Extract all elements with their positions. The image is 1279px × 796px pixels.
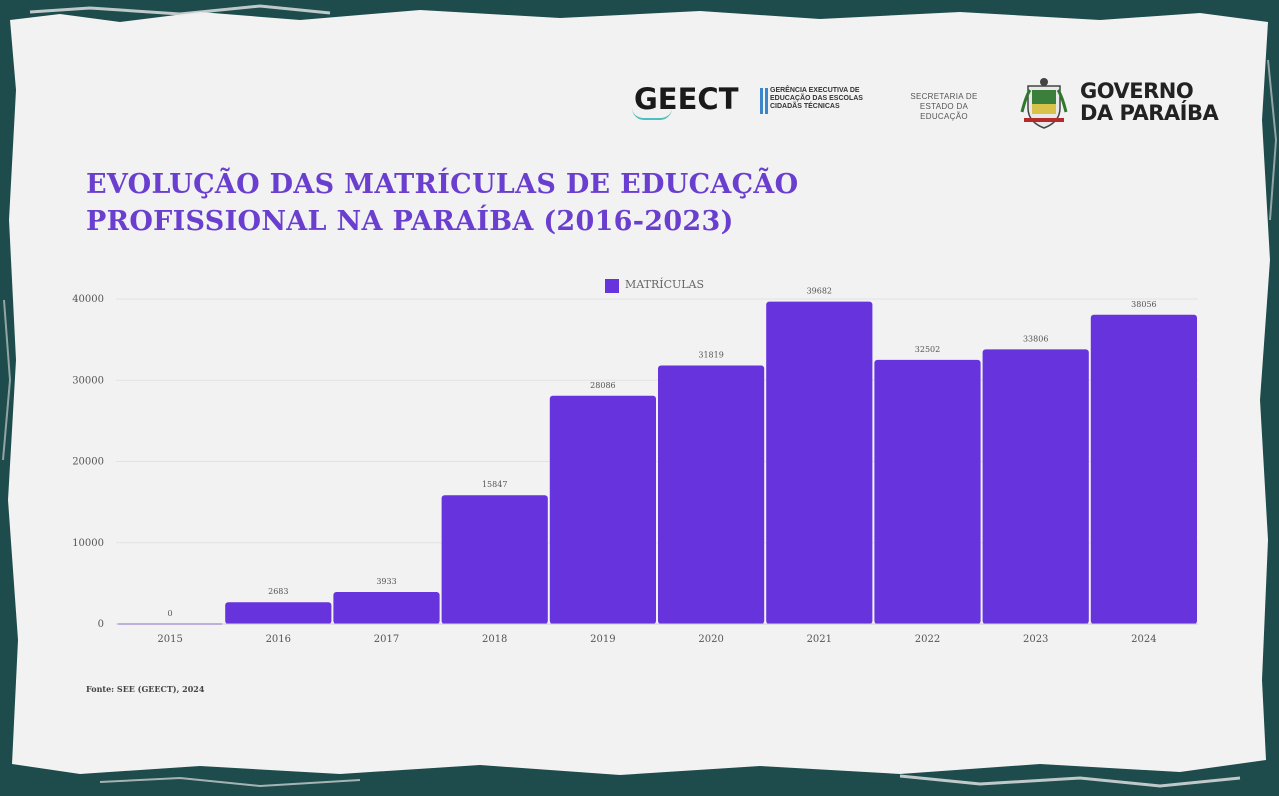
source-note: Fonte: SEE (GEECT), 2024	[86, 684, 205, 694]
legend-swatch	[605, 279, 619, 293]
data-label: 31819	[698, 350, 723, 359]
geect-bars-icon	[760, 88, 768, 114]
y-tick-label: 0	[98, 619, 104, 630]
governo-paraiba-logo: GOVERNO DA PARAÍBA	[1080, 79, 1219, 125]
governo-line2: DA PARAÍBA	[1080, 101, 1219, 125]
x-tick-label: 2021	[807, 634, 832, 645]
y-tick-label: 20000	[72, 457, 104, 468]
x-tick-label: 2017	[374, 634, 399, 645]
bar	[874, 359, 981, 624]
geect-swoosh-icon	[632, 108, 672, 120]
data-label: 2683	[268, 587, 288, 596]
x-tick-label: 2024	[1131, 634, 1156, 645]
bar	[441, 495, 548, 624]
data-label: 32502	[915, 345, 940, 354]
y-tick-label: 30000	[72, 375, 104, 386]
data-label: 38056	[1131, 300, 1156, 309]
header-logos: GEECT Gerência Executiva de Educação das…	[620, 72, 1219, 132]
x-tick-label: 2019	[590, 634, 615, 645]
x-tick-label: 2015	[157, 634, 182, 645]
bar	[1090, 314, 1197, 624]
bar	[549, 395, 656, 624]
data-label: 28086	[590, 381, 615, 390]
x-tick-label: 2023	[1023, 634, 1048, 645]
y-tick-label: 10000	[72, 538, 104, 549]
x-tick-label: 2018	[482, 634, 507, 645]
bar	[225, 602, 332, 624]
bar	[982, 349, 1089, 624]
bar	[658, 365, 765, 624]
paraiba-coat-of-arms-icon	[1020, 78, 1068, 129]
chart-title: EVOLUÇÃO DAS MATRÍCULAS DE EDUCAÇÃO PROF…	[86, 166, 846, 240]
chart-title-line2: PROFISSIONAL NA PARAÍBA (2016-2023)	[86, 206, 734, 237]
x-tick-label: 2016	[266, 634, 291, 645]
data-label: 33806	[1023, 334, 1048, 343]
data-label: 15847	[482, 480, 507, 489]
secretaria-logo-text: Secretaria de Estado da Educação	[910, 92, 978, 121]
data-label: 0	[168, 609, 173, 618]
legend-label: MATRÍCULAS	[625, 278, 705, 291]
x-tick-label: 2020	[698, 634, 723, 645]
chart-title-line1: EVOLUÇÃO DAS MATRÍCULAS DE EDUCAÇÃO	[86, 169, 799, 200]
x-tick-label: 2022	[915, 634, 940, 645]
data-label: 3933	[376, 577, 396, 586]
y-tick-label: 40000	[72, 294, 104, 305]
governo-line1: GOVERNO	[1080, 79, 1194, 103]
bar	[333, 592, 440, 624]
geect-description: Gerência Executiva de Educação das Escol…	[770, 87, 863, 110]
bar	[766, 301, 873, 624]
data-label: 39682	[807, 287, 832, 296]
